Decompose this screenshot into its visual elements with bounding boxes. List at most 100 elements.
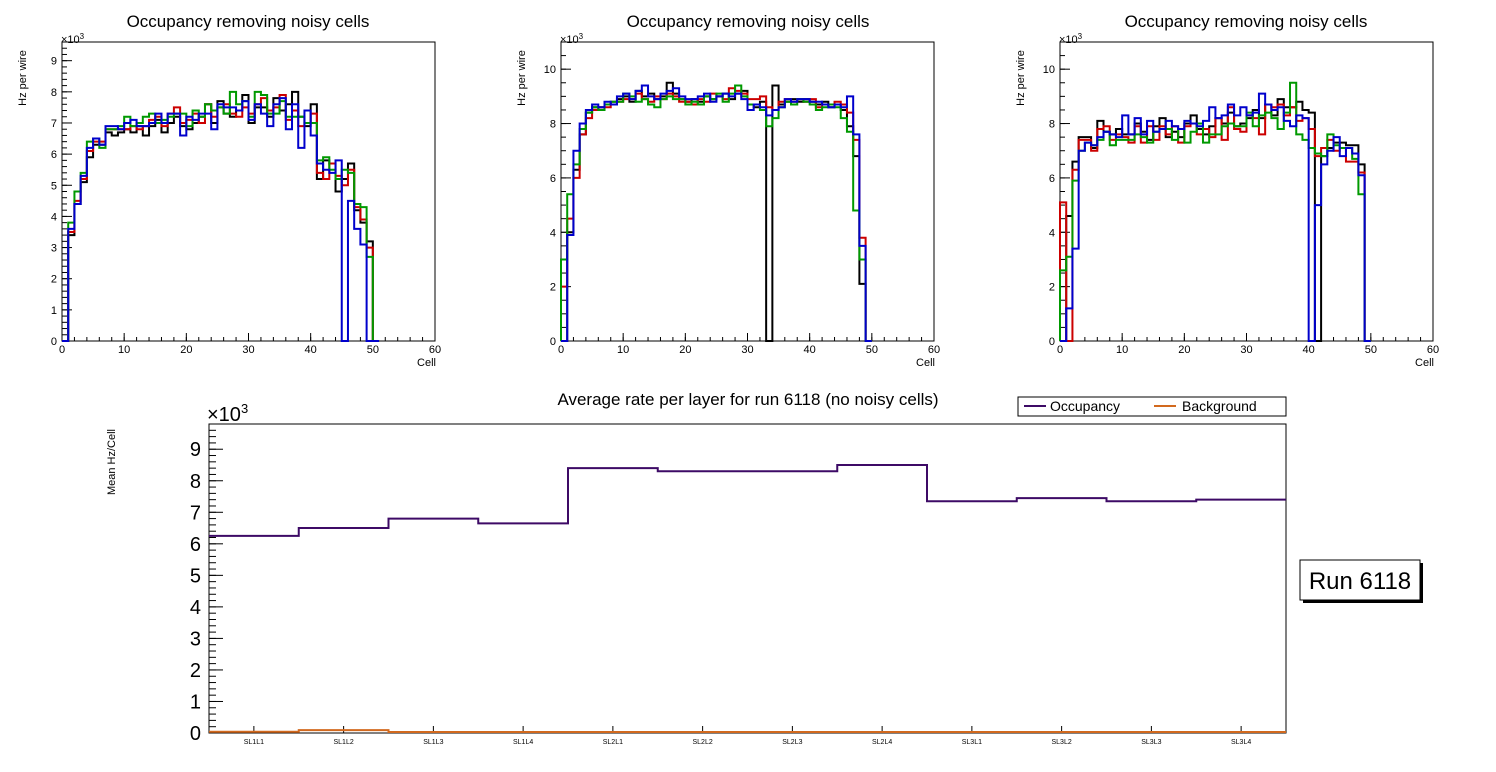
bottom-ticks: SL1L1 SL1L2 SL1L3 SL1L4 SL2L1 SL2L2 SL2L3 SL2L4… xyxy=(190,423,1251,746)
bottom-category-SL3L2: SL3L2 xyxy=(1052,739,1072,746)
panel-3-xtick-label-20: 20 xyxy=(1178,344,1190,356)
bottom-ytick-label-7: 7 xyxy=(190,502,201,524)
bottom-category-SL2L4: SL2L4 xyxy=(872,739,892,746)
panel-2-xlabel: Cell xyxy=(916,357,935,369)
bottom-category-SL1L1: SL1L1 xyxy=(244,739,264,746)
bottom-series xyxy=(209,463,1286,734)
bottom-category-SL3L4: SL3L4 xyxy=(1231,739,1251,746)
panel-3-frame xyxy=(1059,41,1434,342)
panel-2-xtick-label-10: 10 xyxy=(617,344,629,356)
bottom-category-SL2L1: SL2L1 xyxy=(603,739,623,746)
panel-2-xtick-label-60: 60 xyxy=(928,344,940,356)
panel-1-xtick-label-10: 10 xyxy=(118,344,130,356)
bottom-series-Background xyxy=(209,729,1286,734)
panel-1-ytick-label-4: 4 xyxy=(51,211,57,223)
bottom-category-SL3L1: SL3L1 xyxy=(962,739,982,746)
panel-3-series xyxy=(1059,81,1371,342)
panel-2-series-layer1 xyxy=(561,81,872,342)
panel-3: Occupancy removing noisy cells ×103 Hz p… xyxy=(1015,12,1439,369)
legend: Occupancy Background xyxy=(1017,396,1287,417)
panel-1-xlabel: Cell xyxy=(417,357,436,369)
legend-occupancy-label: Occupancy xyxy=(1050,398,1120,414)
panel-1-xtick-label-50: 50 xyxy=(367,344,379,356)
panel-1-ytick-label-5: 5 xyxy=(51,180,57,192)
bottom-ytick-label-8: 8 xyxy=(190,471,201,493)
legend-box xyxy=(1017,396,1287,417)
panel-2-frame xyxy=(560,41,935,342)
run-label-text: Run 6118 xyxy=(1309,568,1411,595)
bottom-exponent: ×103 xyxy=(207,401,248,426)
panel-1-series xyxy=(62,90,380,342)
panel-3-xtick-label-40: 40 xyxy=(1303,344,1315,356)
panel-3-xtick-label-50: 50 xyxy=(1365,344,1377,356)
panel-1-ytick-label-6: 6 xyxy=(51,149,57,161)
panel-2-series-layer2 xyxy=(560,87,872,342)
panel-2-exponent: ×103 xyxy=(560,32,584,46)
panel-2-xtick-label-50: 50 xyxy=(866,344,878,356)
panel-1-exponent: ×103 xyxy=(61,32,85,46)
panel-2-xtick-label-30: 30 xyxy=(741,344,753,356)
panel-2-ytick-label-6: 6 xyxy=(550,173,556,185)
bottom-series-Occupancy xyxy=(209,463,1286,537)
panel-1-ytick-label-8: 8 xyxy=(51,87,57,99)
panel-2-series-layer3 xyxy=(560,84,872,342)
run-label-box: Run 6118 xyxy=(1299,559,1423,603)
panel-1-series-layer4 xyxy=(62,97,380,342)
bottom-title: Average rate per layer for run 6118 (no … xyxy=(557,390,938,409)
panel-3-exponent: ×103 xyxy=(1059,32,1083,46)
panel-2-ticks: 0 10 20 30 40 50 60 0 2 4 6 8 10 xyxy=(544,41,940,356)
bottom-category-SL2L3: SL2L3 xyxy=(782,739,802,746)
bottom-category-SL1L3: SL1L3 xyxy=(423,739,443,746)
panel-1-xtick-label-30: 30 xyxy=(242,344,254,356)
panel-1-ytick-label-3: 3 xyxy=(51,243,57,255)
panel-1-ytick-label-7: 7 xyxy=(51,118,57,130)
panel-1-xtick-label-20: 20 xyxy=(180,344,192,356)
panel-2-title: Occupancy removing noisy cells xyxy=(627,12,870,31)
panel-2-ytick-label-4: 4 xyxy=(550,227,556,239)
bottom-ytick-label-2: 2 xyxy=(190,660,201,682)
panel-3-ytick-label-8: 8 xyxy=(1049,119,1055,131)
panel-2-xtick-label-40: 40 xyxy=(804,344,816,356)
panel-3-xlabel: Cell xyxy=(1415,357,1434,369)
panel-2-ytick-label-10: 10 xyxy=(544,64,556,76)
panel-3-ylabel: Hz per wire xyxy=(1015,50,1027,106)
panel-3-ytick-label-2: 2 xyxy=(1049,282,1055,294)
bottom-ytick-label-6: 6 xyxy=(190,534,201,556)
bottom-category-SL2L2: SL2L2 xyxy=(693,739,713,746)
bottom-ytick-label-0: 0 xyxy=(190,723,201,745)
panel-1-series-layer2 xyxy=(62,93,380,342)
bottom-ytick-label-9: 9 xyxy=(190,439,201,461)
panel-1-xtick-label-60: 60 xyxy=(429,344,441,356)
panel-3-ytick-label-6: 6 xyxy=(1049,173,1055,185)
run-label-frame xyxy=(1299,559,1421,601)
panel-3-ytick-label-0: 0 xyxy=(1049,336,1055,348)
panel-3-xtick-label-10: 10 xyxy=(1116,344,1128,356)
panel-2-xtick-label-0: 0 xyxy=(558,344,564,356)
panel-3-ticks: 0 10 20 30 40 50 60 0 2 4 6 8 10 xyxy=(1043,41,1439,356)
panel-1-ytick-label-2: 2 xyxy=(51,274,57,286)
bottom-ytick-label-4: 4 xyxy=(190,597,201,619)
panel-2-xtick-label-20: 20 xyxy=(679,344,691,356)
legend-background-label: Background xyxy=(1182,398,1257,414)
bottom-category-SL3L3: SL3L3 xyxy=(1141,739,1161,746)
panel-3-ytick-label-10: 10 xyxy=(1043,64,1055,76)
panel-1-ytick-label-9: 9 xyxy=(51,56,57,68)
bottom-panel: Average rate per layer for run 6118 (no … xyxy=(106,390,1287,746)
panel-1: Occupancy removing noisy cells ×103 Hz p… xyxy=(17,12,441,369)
panel-1-series-layer1 xyxy=(62,90,380,342)
panel-1-ytick-label-1: 1 xyxy=(51,305,57,317)
panel-3-ytick-label-4: 4 xyxy=(1049,227,1055,239)
bottom-ylabel: Mean Hz/Cell xyxy=(106,429,118,495)
panel-1-ylabel: Hz per wire xyxy=(17,50,29,106)
panel-2-series-layer4 xyxy=(561,84,872,342)
panel-1-series-layer3 xyxy=(62,90,380,342)
panel-3-xtick-label-30: 30 xyxy=(1240,344,1252,356)
panel-2-ytick-label-8: 8 xyxy=(550,119,556,131)
bottom-ytick-label-3: 3 xyxy=(190,628,201,650)
panel-2: Occupancy removing noisy cells ×103 Hz p… xyxy=(516,12,940,369)
panel-3-title: Occupancy removing noisy cells xyxy=(1125,12,1368,31)
panel-2-ylabel: Hz per wire xyxy=(516,50,528,106)
panel-1-xtick-label-0: 0 xyxy=(59,344,65,356)
panel-3-series-layer2 xyxy=(1059,103,1371,342)
